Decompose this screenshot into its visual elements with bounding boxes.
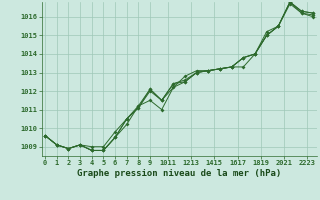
X-axis label: Graphe pression niveau de la mer (hPa): Graphe pression niveau de la mer (hPa) <box>77 169 281 178</box>
